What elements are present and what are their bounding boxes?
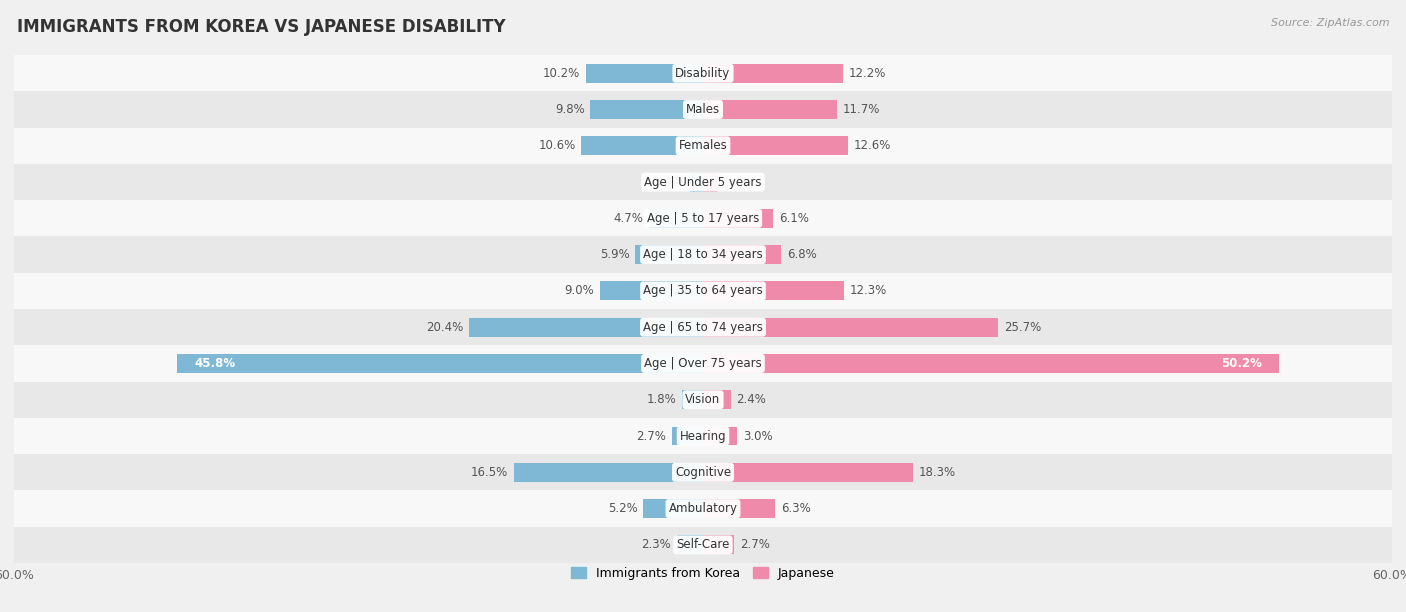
Bar (703, 173, 717, 192)
Bar (703, 536, 734, 554)
Text: 4.7%: 4.7% (613, 212, 644, 225)
Bar (703, 282, 844, 300)
Text: 9.0%: 9.0% (564, 285, 593, 297)
Bar (703, 354, 1279, 373)
Bar (581, 136, 703, 155)
Text: 2.7%: 2.7% (637, 430, 666, 442)
Bar (703, 390, 731, 409)
Bar (14, 418, 1392, 454)
Text: 1.8%: 1.8% (647, 394, 676, 406)
Text: 2.4%: 2.4% (737, 394, 766, 406)
Bar (703, 499, 775, 518)
Text: 25.7%: 25.7% (1004, 321, 1040, 334)
Bar (14, 527, 1392, 563)
Text: 3.0%: 3.0% (744, 430, 773, 442)
Bar (676, 536, 703, 554)
Bar (703, 427, 738, 446)
Text: Age | 65 to 74 years: Age | 65 to 74 years (643, 321, 763, 334)
Bar (703, 318, 998, 337)
Text: IMMIGRANTS FROM KOREA VS JAPANESE DISABILITY: IMMIGRANTS FROM KOREA VS JAPANESE DISABI… (17, 18, 506, 36)
Bar (14, 490, 1392, 527)
Bar (591, 100, 703, 119)
Text: Age | 35 to 64 years: Age | 35 to 64 years (643, 285, 763, 297)
Bar (703, 100, 838, 119)
Bar (177, 354, 703, 373)
Text: Self-Care: Self-Care (676, 539, 730, 551)
Text: 1.2%: 1.2% (723, 176, 752, 188)
Text: 10.6%: 10.6% (538, 140, 575, 152)
Text: Age | Under 5 years: Age | Under 5 years (644, 176, 762, 188)
Bar (14, 382, 1392, 418)
Text: 20.4%: 20.4% (426, 321, 463, 334)
Bar (14, 236, 1392, 273)
Text: Ambulatory: Ambulatory (668, 502, 738, 515)
Text: Vision: Vision (685, 394, 721, 406)
Text: 12.6%: 12.6% (853, 140, 891, 152)
Bar (513, 463, 703, 482)
Bar (14, 200, 1392, 236)
Bar (14, 309, 1392, 345)
Bar (703, 136, 848, 155)
Bar (690, 173, 703, 192)
Text: Age | Over 75 years: Age | Over 75 years (644, 357, 762, 370)
Text: 5.9%: 5.9% (600, 248, 630, 261)
Text: 5.2%: 5.2% (607, 502, 637, 515)
Bar (703, 463, 912, 482)
Bar (586, 64, 703, 83)
Text: 45.8%: 45.8% (194, 357, 235, 370)
Text: 12.2%: 12.2% (849, 67, 886, 80)
Bar (650, 209, 703, 228)
Text: 9.8%: 9.8% (555, 103, 585, 116)
Text: Source: ZipAtlas.com: Source: ZipAtlas.com (1271, 18, 1389, 28)
Text: 18.3%: 18.3% (920, 466, 956, 479)
Text: Age | 5 to 17 years: Age | 5 to 17 years (647, 212, 759, 225)
Bar (636, 245, 703, 264)
Bar (644, 499, 703, 518)
Text: 50.2%: 50.2% (1222, 357, 1263, 370)
Text: 6.1%: 6.1% (779, 212, 808, 225)
Bar (14, 454, 1392, 490)
Bar (14, 345, 1392, 382)
Legend: Immigrants from Korea, Japanese: Immigrants from Korea, Japanese (567, 562, 839, 584)
Bar (14, 164, 1392, 200)
Text: 6.3%: 6.3% (782, 502, 811, 515)
Text: Age | 18 to 34 years: Age | 18 to 34 years (643, 248, 763, 261)
Bar (14, 273, 1392, 309)
Text: Males: Males (686, 103, 720, 116)
Text: 1.1%: 1.1% (655, 176, 685, 188)
Bar (468, 318, 703, 337)
Bar (14, 55, 1392, 91)
Text: 6.8%: 6.8% (787, 248, 817, 261)
Bar (703, 209, 773, 228)
Bar (703, 245, 782, 264)
Text: Hearing: Hearing (679, 430, 727, 442)
Text: Cognitive: Cognitive (675, 466, 731, 479)
Bar (14, 128, 1392, 164)
Bar (703, 64, 844, 83)
Text: 12.3%: 12.3% (851, 285, 887, 297)
Text: 2.7%: 2.7% (740, 539, 769, 551)
Bar (14, 91, 1392, 128)
Bar (672, 427, 703, 446)
Bar (682, 390, 703, 409)
Text: Females: Females (679, 140, 727, 152)
Text: 10.2%: 10.2% (543, 67, 581, 80)
Text: 2.3%: 2.3% (641, 539, 671, 551)
Bar (599, 282, 703, 300)
Text: 16.5%: 16.5% (471, 466, 508, 479)
Text: Disability: Disability (675, 67, 731, 80)
Text: 11.7%: 11.7% (844, 103, 880, 116)
